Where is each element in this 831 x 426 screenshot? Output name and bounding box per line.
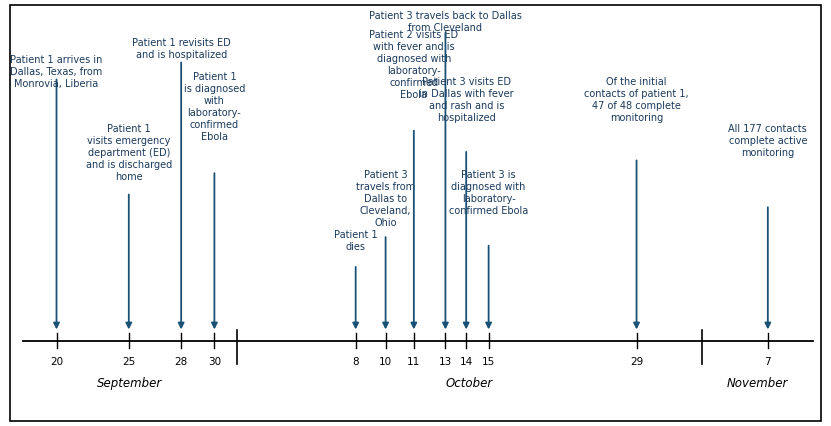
Text: 13: 13: [439, 357, 452, 367]
Text: October: October: [446, 377, 493, 390]
Text: 10: 10: [379, 357, 392, 367]
Text: Patient 1
dies: Patient 1 dies: [334, 230, 377, 252]
Text: Patient 1
is diagnosed
with
laboratory-
confirmed
Ebola: Patient 1 is diagnosed with laboratory- …: [184, 72, 245, 142]
Text: September: September: [97, 377, 162, 390]
Text: Patient 3
travels from
Dallas to
Cleveland,
Ohio: Patient 3 travels from Dallas to Clevela…: [356, 170, 416, 228]
Text: 25: 25: [122, 357, 135, 367]
Text: Patient 3 is
diagnosed with
laboratory-
confirmed Ebola: Patient 3 is diagnosed with laboratory- …: [449, 170, 529, 216]
Text: Patient 1 revisits ED
and is hospitalized: Patient 1 revisits ED and is hospitalize…: [132, 38, 230, 60]
Text: 14: 14: [460, 357, 473, 367]
Text: 29: 29: [630, 357, 643, 367]
Text: Patient 1
visits emergency
department (ED)
and is discharged
home: Patient 1 visits emergency department (E…: [86, 124, 172, 181]
Text: Patient 3 travels back to Dallas
from Cleveland: Patient 3 travels back to Dallas from Cl…: [369, 11, 522, 33]
Text: All 177 contacts
complete active
monitoring: All 177 contacts complete active monitor…: [729, 124, 807, 158]
Text: 28: 28: [175, 357, 188, 367]
Text: Patient 2 visits ED
with fever and is
diagnosed with
laboratory-
confirmed
Ebola: Patient 2 visits ED with fever and is di…: [369, 30, 459, 100]
Text: Of the initial
contacts of patient 1,
47 of 48 complete
monitoring: Of the initial contacts of patient 1, 47…: [584, 77, 689, 123]
Text: 7: 7: [765, 357, 771, 367]
Text: Patient 3 visits ED
in Dallas with fever
and rash and is
hospitalized: Patient 3 visits ED in Dallas with fever…: [419, 77, 514, 123]
Text: Patient 1 arrives in
Dallas, Texas, from
Monrovia, Liberia: Patient 1 arrives in Dallas, Texas, from…: [10, 55, 103, 89]
Text: 30: 30: [208, 357, 221, 367]
Text: 15: 15: [482, 357, 495, 367]
Text: 11: 11: [407, 357, 420, 367]
Text: November: November: [727, 377, 789, 390]
Text: 20: 20: [50, 357, 63, 367]
Text: 8: 8: [352, 357, 359, 367]
